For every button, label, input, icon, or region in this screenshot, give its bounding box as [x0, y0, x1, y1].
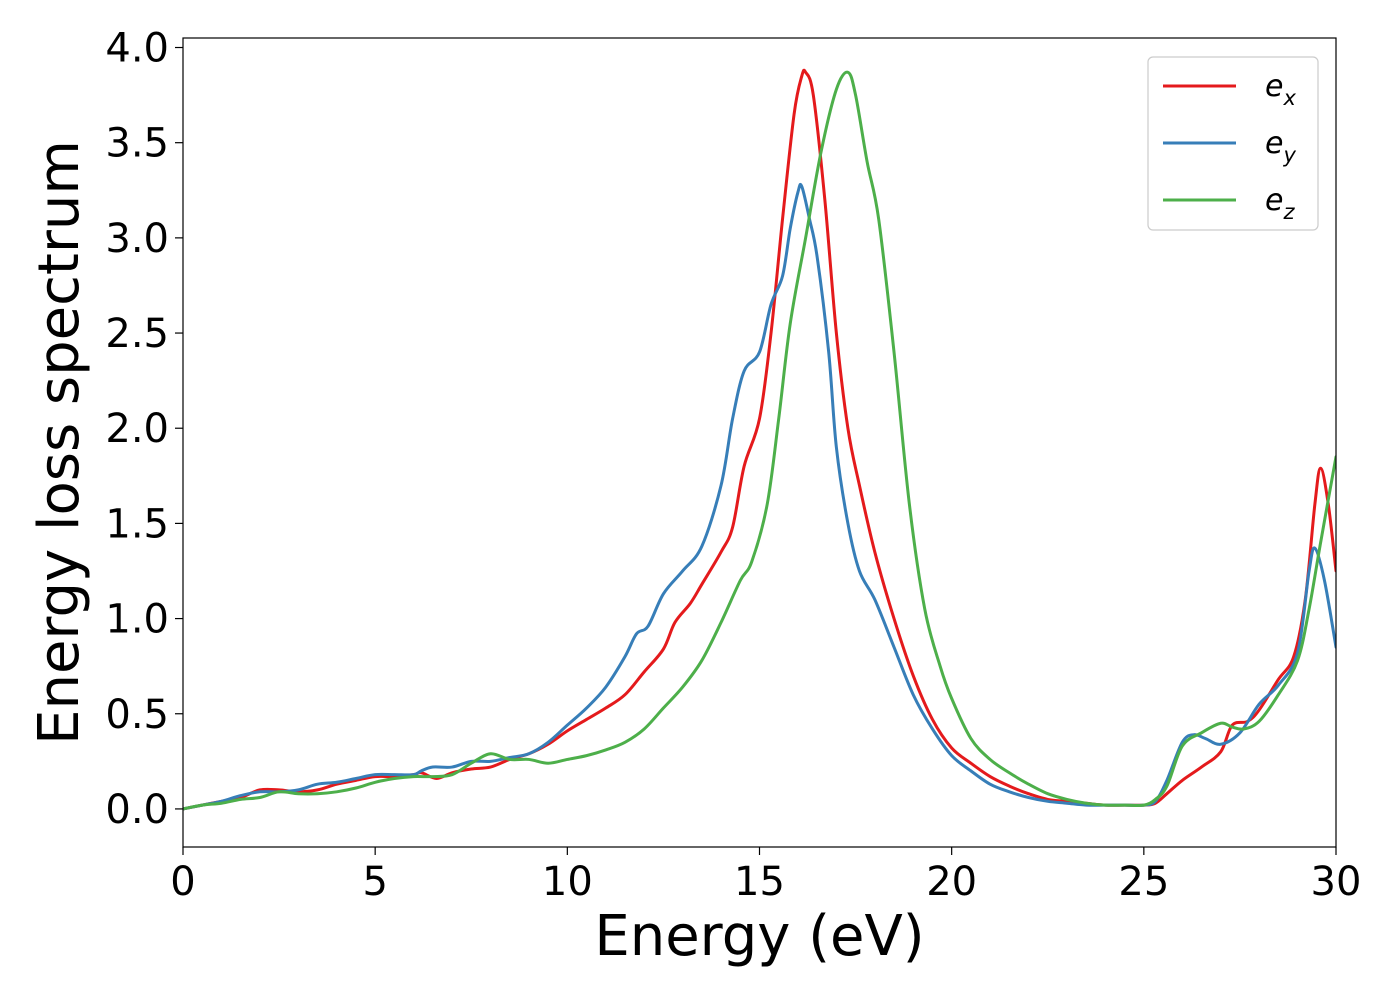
legend-label-subscript: y [1282, 143, 1296, 167]
series-group [183, 68, 1336, 811]
legend-label: ez [1265, 183, 1295, 224]
x-tick-label: 30 [1311, 859, 1362, 905]
x-axis-label: Energy (eV) [594, 904, 924, 969]
legend-label-base: e [1265, 126, 1283, 161]
y-tick-label: 1.0 [105, 597, 169, 643]
series-line-e-z [183, 70, 1336, 811]
legend-label-base: e [1265, 183, 1283, 218]
x-tick-label: 10 [542, 859, 593, 905]
y-tick-label: 0.5 [105, 692, 169, 738]
y-axis-label: Energy loss spectrum [27, 140, 92, 745]
y-tick-label: 3.5 [105, 121, 169, 167]
x-tick-label: 15 [734, 859, 785, 905]
y-tick-label: 2.0 [105, 406, 169, 452]
legend-label-subscript: z [1282, 200, 1295, 224]
legend-label: ex [1265, 69, 1296, 110]
y-tick-label: 3.0 [105, 216, 169, 262]
y-tick-label: 1.5 [105, 501, 169, 547]
x-tick-label: 0 [170, 859, 195, 905]
x-axis: 0 5 10 15 20 25 30 [170, 847, 1361, 905]
legend-label: ey [1265, 126, 1296, 167]
series-line-e-y [183, 182, 1336, 811]
x-tick-label: 5 [362, 859, 387, 905]
x-tick-label: 20 [926, 859, 977, 905]
y-axis: 0.0 0.5 1.0 1.5 2.0 2.5 3.0 3.5 4.0 [105, 26, 183, 833]
y-tick-label: 0.0 [105, 787, 169, 833]
y-tick-label: 4.0 [105, 26, 169, 72]
legend-label-subscript: x [1282, 86, 1296, 110]
x-tick-label: 25 [1118, 859, 1169, 905]
y-tick-label: 2.5 [105, 311, 169, 357]
legend-label-base: e [1265, 69, 1283, 104]
